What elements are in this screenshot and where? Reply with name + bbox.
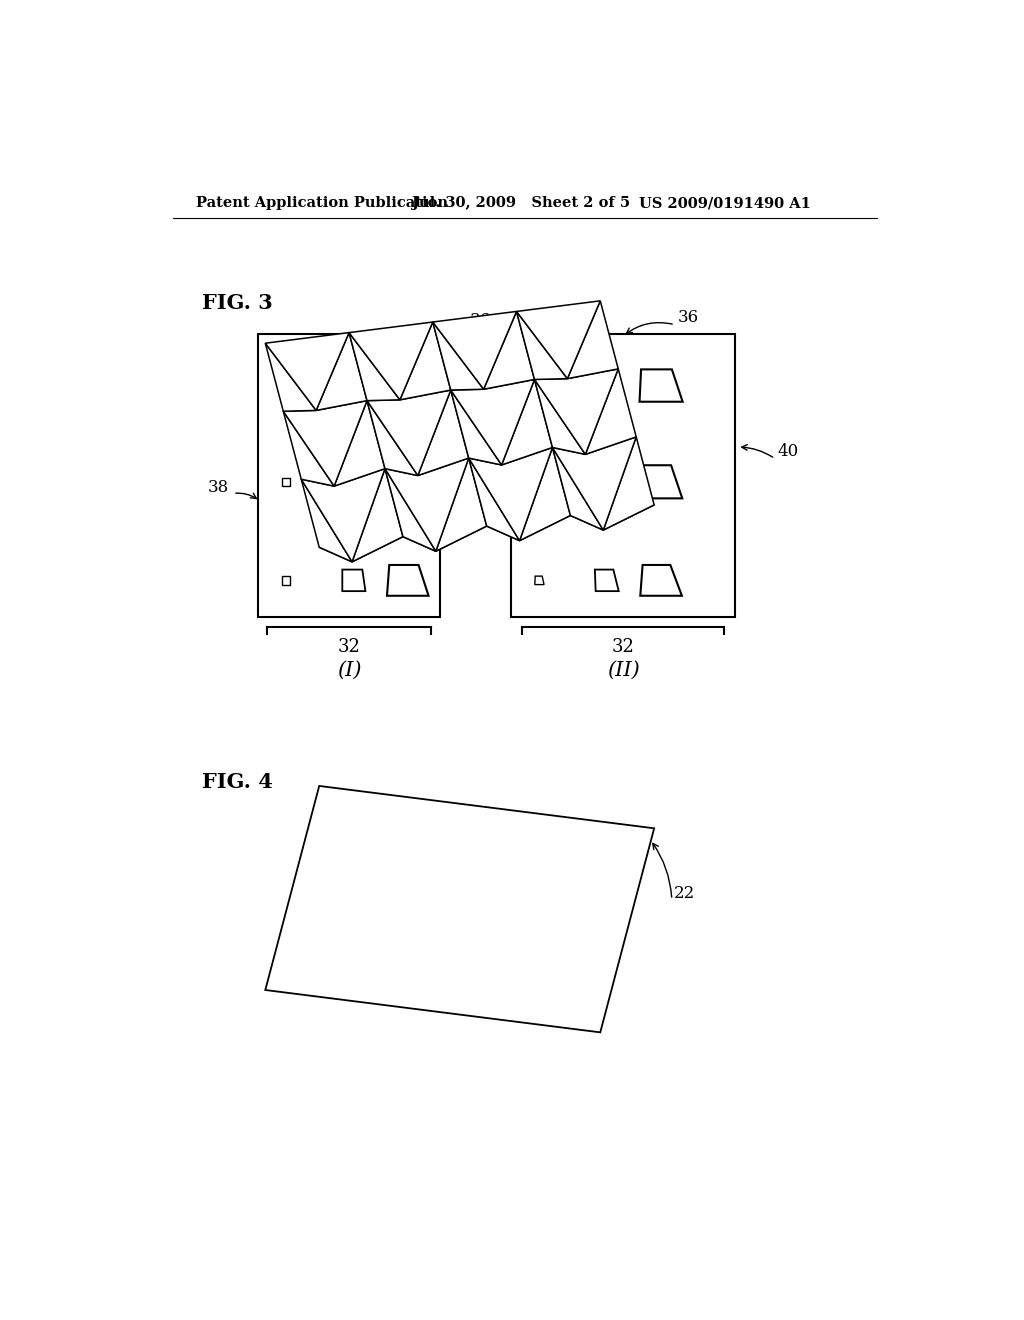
Polygon shape [400, 322, 451, 400]
Text: 40: 40 [777, 442, 799, 459]
Polygon shape [433, 322, 483, 389]
Polygon shape [603, 437, 654, 531]
Polygon shape [367, 389, 451, 401]
Polygon shape [301, 469, 385, 562]
Polygon shape [451, 379, 535, 465]
Polygon shape [349, 333, 400, 401]
Polygon shape [553, 437, 636, 531]
Polygon shape [367, 401, 418, 475]
Polygon shape [316, 333, 367, 411]
Polygon shape [367, 389, 451, 475]
Polygon shape [451, 379, 535, 389]
Polygon shape [433, 312, 516, 389]
Text: US 2009/0191490 A1: US 2009/0191490 A1 [639, 197, 811, 210]
Polygon shape [511, 334, 735, 616]
Polygon shape [387, 465, 429, 499]
Polygon shape [594, 470, 620, 494]
Polygon shape [349, 322, 433, 400]
Polygon shape [284, 401, 367, 486]
Text: 32: 32 [338, 639, 360, 656]
Polygon shape [640, 370, 683, 401]
Polygon shape [640, 465, 682, 499]
Polygon shape [469, 458, 519, 541]
Text: FIG. 3: FIG. 3 [202, 293, 273, 313]
Polygon shape [282, 576, 291, 585]
Polygon shape [301, 469, 385, 486]
Polygon shape [535, 379, 586, 454]
Polygon shape [258, 334, 440, 616]
Polygon shape [535, 576, 544, 585]
Polygon shape [319, 537, 403, 562]
Polygon shape [469, 447, 553, 465]
Polygon shape [535, 478, 544, 486]
Polygon shape [502, 379, 553, 465]
Polygon shape [519, 447, 570, 541]
Polygon shape [403, 527, 486, 552]
Polygon shape [570, 506, 654, 531]
Polygon shape [265, 333, 349, 411]
Polygon shape [282, 478, 291, 486]
Polygon shape [553, 447, 603, 531]
Polygon shape [516, 312, 567, 379]
Polygon shape [282, 381, 291, 389]
Text: FIG. 4: FIG. 4 [202, 772, 273, 792]
Polygon shape [535, 368, 618, 379]
Polygon shape [265, 343, 316, 412]
Polygon shape [385, 458, 469, 552]
Polygon shape [594, 375, 620, 396]
Polygon shape [469, 447, 553, 541]
Polygon shape [334, 401, 385, 486]
Text: 38: 38 [208, 479, 229, 496]
Polygon shape [516, 301, 600, 379]
Polygon shape [451, 389, 502, 465]
Text: 36: 36 [469, 312, 490, 329]
Polygon shape [385, 458, 469, 475]
Polygon shape [387, 565, 429, 595]
Polygon shape [535, 368, 618, 454]
Polygon shape [265, 785, 654, 1032]
Polygon shape [342, 470, 367, 494]
Polygon shape [486, 516, 570, 541]
Text: (II): (II) [606, 661, 639, 680]
Text: Patent Application Publication: Patent Application Publication [196, 197, 449, 210]
Text: 22: 22 [674, 886, 694, 903]
Polygon shape [386, 370, 429, 401]
Polygon shape [418, 389, 469, 475]
Polygon shape [385, 469, 436, 552]
Polygon shape [342, 570, 366, 591]
Polygon shape [352, 469, 403, 562]
Polygon shape [483, 312, 535, 389]
Polygon shape [553, 437, 636, 454]
Polygon shape [535, 381, 544, 389]
Polygon shape [567, 301, 618, 379]
Polygon shape [342, 375, 367, 396]
Polygon shape [284, 401, 367, 412]
Text: Jul. 30, 2009   Sheet 2 of 5: Jul. 30, 2009 Sheet 2 of 5 [412, 197, 630, 210]
Text: 36: 36 [677, 309, 698, 326]
Text: 32: 32 [611, 639, 635, 656]
Polygon shape [301, 479, 352, 562]
Polygon shape [586, 368, 636, 454]
Polygon shape [640, 565, 682, 595]
Polygon shape [595, 570, 618, 591]
Polygon shape [284, 412, 334, 486]
Polygon shape [436, 458, 486, 552]
Text: (I): (I) [337, 661, 361, 680]
